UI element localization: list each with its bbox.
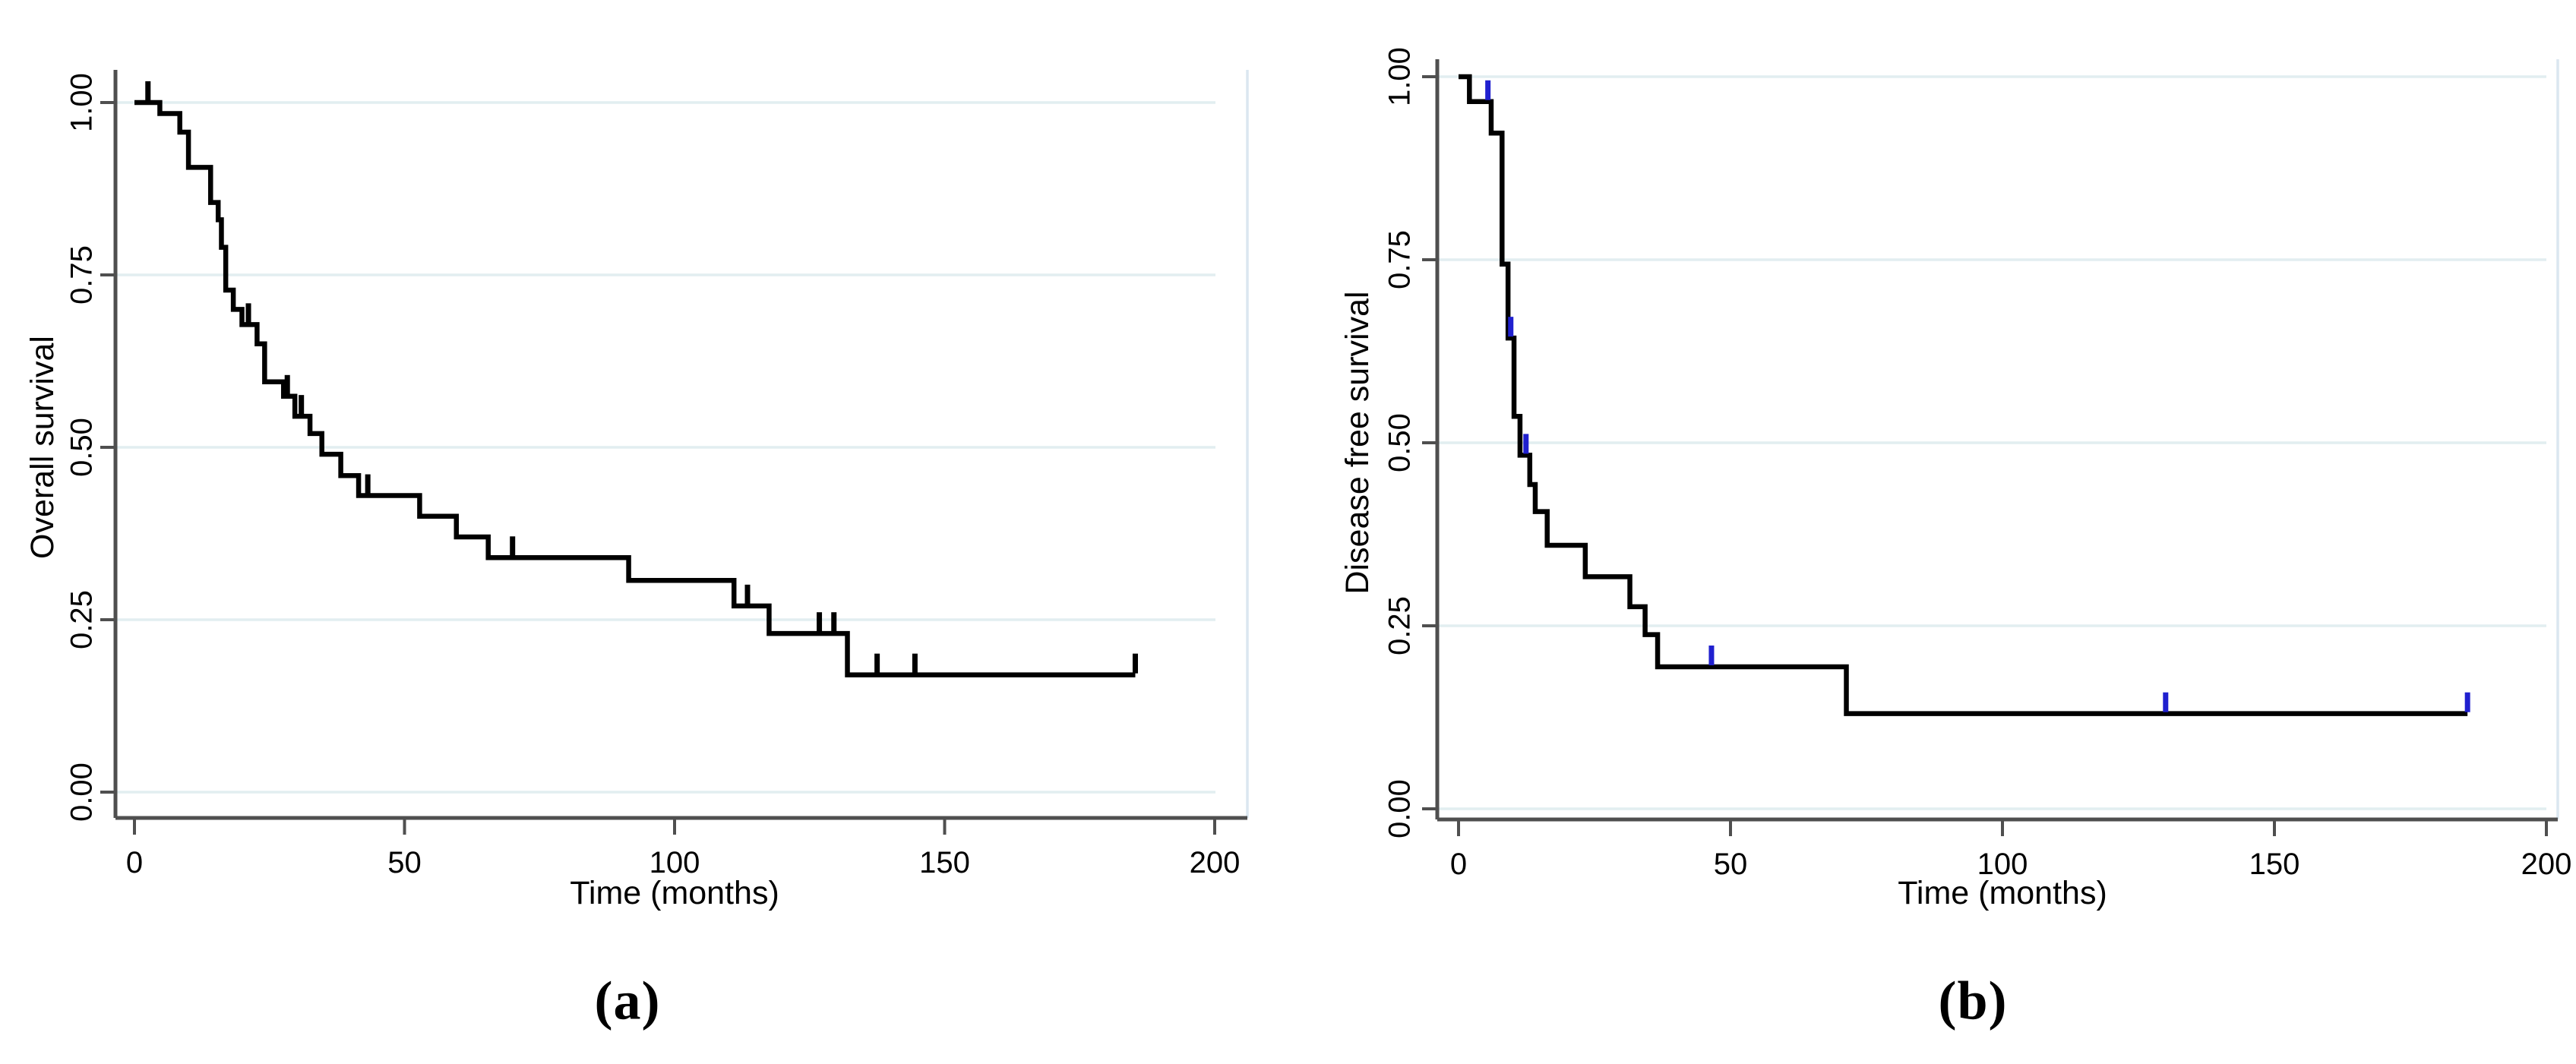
x-tick-label: 200 bbox=[1190, 846, 1241, 879]
panel-a-caption: (a) bbox=[594, 970, 661, 1031]
y-tick-label: 0.25 bbox=[1383, 596, 1417, 655]
y-tick-label: 0.50 bbox=[1383, 413, 1417, 472]
x-tick-label: 50 bbox=[1714, 848, 1748, 881]
panel-b-caption: (b) bbox=[1938, 970, 2008, 1031]
survival-curve bbox=[134, 99, 1136, 677]
x-tick-label: 0 bbox=[126, 846, 143, 879]
y-tick-label: 1.00 bbox=[1383, 47, 1417, 106]
y-tick-label: 0.75 bbox=[1383, 230, 1417, 289]
y-tick-label: 0.25 bbox=[65, 590, 99, 649]
x-tick-label: 100 bbox=[650, 846, 700, 879]
x-tick-label: 150 bbox=[919, 846, 970, 879]
x-tick-label: 200 bbox=[2521, 848, 2572, 881]
x-tick-label: 100 bbox=[1977, 848, 2028, 881]
y-tick-label: 1.00 bbox=[65, 73, 99, 132]
x-tick-label: 150 bbox=[2249, 848, 2300, 881]
y-tick-label: 0.50 bbox=[65, 418, 99, 477]
x-tick-label: 50 bbox=[387, 846, 422, 879]
y-tick-label: 0.00 bbox=[65, 762, 99, 822]
x-axis-title: Time (months) bbox=[1898, 875, 2107, 911]
y-axis-title: Overall survival bbox=[24, 336, 61, 559]
x-axis-title: Time (months) bbox=[570, 875, 779, 911]
y-axis-title: Disease free survival bbox=[1339, 291, 1376, 594]
x-tick-label: 0 bbox=[1450, 848, 1467, 881]
survival-curve bbox=[1459, 74, 2468, 716]
y-tick-label: 0.75 bbox=[65, 245, 99, 305]
y-tick-label: 0.00 bbox=[1383, 779, 1417, 838]
